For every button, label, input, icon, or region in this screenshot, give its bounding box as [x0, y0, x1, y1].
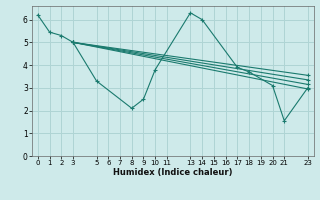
X-axis label: Humidex (Indice chaleur): Humidex (Indice chaleur)	[113, 168, 233, 177]
